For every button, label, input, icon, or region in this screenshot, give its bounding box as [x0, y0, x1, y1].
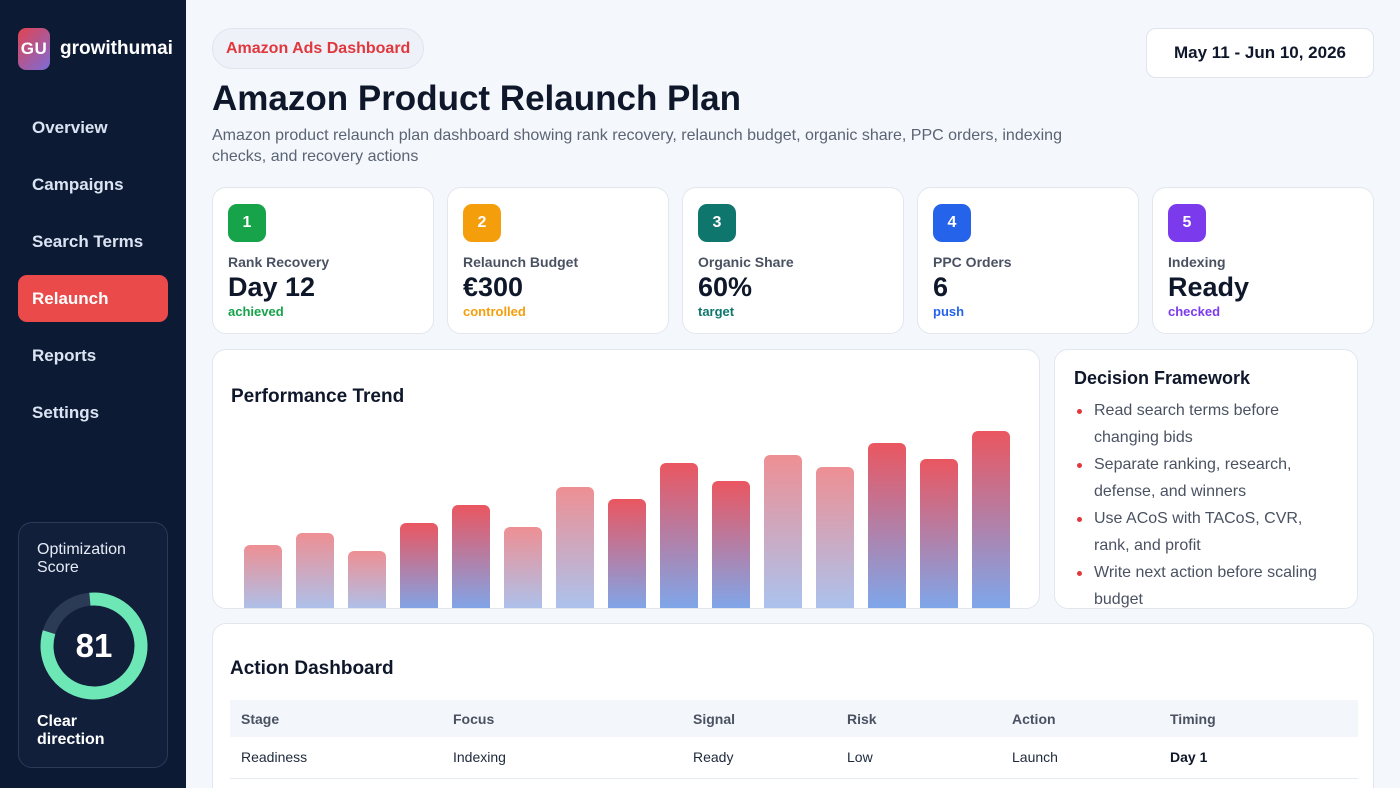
chart-bar[interactable] [400, 523, 438, 609]
sidebar-item-settings[interactable]: Settings [32, 402, 100, 422]
chart-bar[interactable] [972, 431, 1010, 609]
kpi-label: Rank Recovery [228, 254, 330, 270]
kpi-card-rank-recovery[interactable]: 1 Rank Recovery Day 12 achieved [212, 187, 434, 334]
column-header-stage[interactable]: Stage [230, 700, 442, 737]
score-donut: 81 [37, 589, 151, 703]
framework-item: Write next action before scaling budget [1074, 559, 1338, 608]
table-cell-action: Launch [1001, 737, 1159, 779]
chart-bar[interactable] [816, 467, 854, 609]
kpi-value: €300 [463, 272, 524, 302]
chart-bar[interactable] [296, 533, 334, 609]
framework-item: Read search terms before changing bids [1074, 397, 1338, 451]
kpi-label: Organic Share [698, 254, 794, 270]
kpi-value: 60% [698, 272, 753, 302]
performance-trend-chart [244, 431, 1010, 609]
kpi-value: Ready [1168, 272, 1250, 302]
kpi-value: 6 [933, 272, 949, 302]
table-cell-risk: Low [836, 737, 1001, 779]
column-header-focus[interactable]: Focus [442, 700, 682, 737]
kpi-note: push [933, 304, 965, 319]
chart-bar[interactable] [504, 527, 542, 609]
page-title: Amazon Product Relaunch Plan [212, 79, 741, 118]
dashboard-tag[interactable]: Amazon Ads Dashboard [212, 28, 425, 69]
kpi-number-badge: 4 [933, 204, 971, 242]
table-cell-signal: Ready [682, 737, 836, 779]
table-header-row: Stage Focus Signal Risk Action Timing [230, 700, 1358, 737]
decision-framework-card: Decision Framework Read search terms bef… [1054, 349, 1358, 609]
kpi-card-relaunch-budget[interactable]: 2 Relaunch Budget €300 controlled [447, 187, 669, 334]
chart-bar[interactable] [348, 551, 386, 609]
chart-bar[interactable] [244, 545, 282, 609]
score-footer: Clear direction [37, 713, 105, 748]
brand-logo: GU [18, 28, 50, 70]
kpi-label: Relaunch Budget [463, 254, 579, 270]
kpi-value: Day 12 [228, 272, 316, 302]
kpi-number-badge: 2 [463, 204, 501, 242]
kpi-card-organic-share[interactable]: 3 Organic Share 60% target [682, 187, 904, 334]
framework-title: Decision Framework [1074, 368, 1251, 388]
framework-list: Read search terms before changing bids Se… [1074, 397, 1338, 608]
score-donut-ring [40, 592, 148, 700]
chart-bar[interactable] [764, 455, 802, 609]
action-dashboard-title: Action Dashboard [230, 658, 394, 679]
page-subtitle: Amazon product relaunch plan dashboard s… [212, 127, 1062, 165]
table-cell-focus: Indexing [442, 737, 682, 779]
column-header-timing[interactable]: Timing [1159, 700, 1358, 737]
kpi-label: Indexing [1168, 254, 1226, 270]
score-value: 81 [75, 627, 113, 664]
chart-bar[interactable] [920, 459, 958, 609]
column-header-risk[interactable]: Risk [836, 700, 1001, 737]
action-table: Stage Focus Signal Risk Action Timing Readine… [230, 700, 1358, 779]
chart-title: Performance Trend [231, 386, 405, 407]
table-row[interactable]: Readiness Indexing Ready Low Launch Day 1 [230, 737, 1358, 779]
kpi-number-badge: 5 [1168, 204, 1206, 242]
kpi-note: achieved [228, 304, 284, 319]
table-cell-stage: Readiness [230, 737, 442, 779]
kpi-note: target [698, 304, 735, 319]
brand-name: growithumai [60, 38, 173, 59]
brand[interactable]: GU growithumai [18, 28, 173, 70]
kpi-card-indexing[interactable]: 5 Indexing Ready checked [1152, 187, 1374, 334]
action-dashboard-card: Action Dashboard Stage Focus Signal Risk Act… [212, 623, 1374, 788]
date-range-picker[interactable]: May 11 - Jun 10, 2026 [1146, 28, 1374, 78]
framework-item: Use ACoS with TACoS, CVR, rank, and prof… [1074, 505, 1338, 559]
kpi-number-badge: 1 [228, 204, 266, 242]
chart-bar[interactable] [452, 505, 490, 609]
chart-bar[interactable] [660, 463, 698, 609]
sidebar: GU growithumai Overview Campaigns Search T… [0, 0, 186, 788]
sidebar-item-overview[interactable]: Overview [32, 117, 108, 137]
kpi-label: PPC Orders [933, 254, 1012, 270]
kpi-note: checked [1168, 304, 1221, 319]
kpi-note: controlled [463, 304, 526, 319]
optimization-score-card: Optimization Score 81 Clear direction [18, 522, 168, 768]
sidebar-item-reports[interactable]: Reports [32, 345, 97, 365]
kpi-number-badge: 3 [698, 204, 736, 242]
sidebar-item-search-terms[interactable]: Search Terms [32, 231, 144, 251]
column-header-signal[interactable]: Signal [682, 700, 836, 737]
chart-bar[interactable] [556, 487, 594, 609]
sidebar-item-relaunch[interactable]: Relaunch [18, 275, 168, 322]
kpi-card-ppc-orders[interactable]: 4 PPC Orders 6 push [917, 187, 1139, 334]
table-cell-timing: Day 1 [1159, 737, 1358, 779]
score-title: Optimization Score [37, 541, 126, 576]
performance-trend-card: Performance Trend [212, 349, 1040, 609]
chart-bar[interactable] [868, 443, 906, 609]
column-header-action[interactable]: Action [1001, 700, 1159, 737]
sidebar-nav: Overview Campaigns Search Terms Relaunch Rep… [18, 104, 168, 446]
chart-bar[interactable] [712, 481, 750, 609]
sidebar-item-campaigns[interactable]: Campaigns [32, 174, 124, 194]
chart-bar[interactable] [608, 499, 646, 609]
score-donut-arc [40, 592, 148, 700]
framework-item: Separate ranking, research, defense, and… [1074, 451, 1338, 505]
